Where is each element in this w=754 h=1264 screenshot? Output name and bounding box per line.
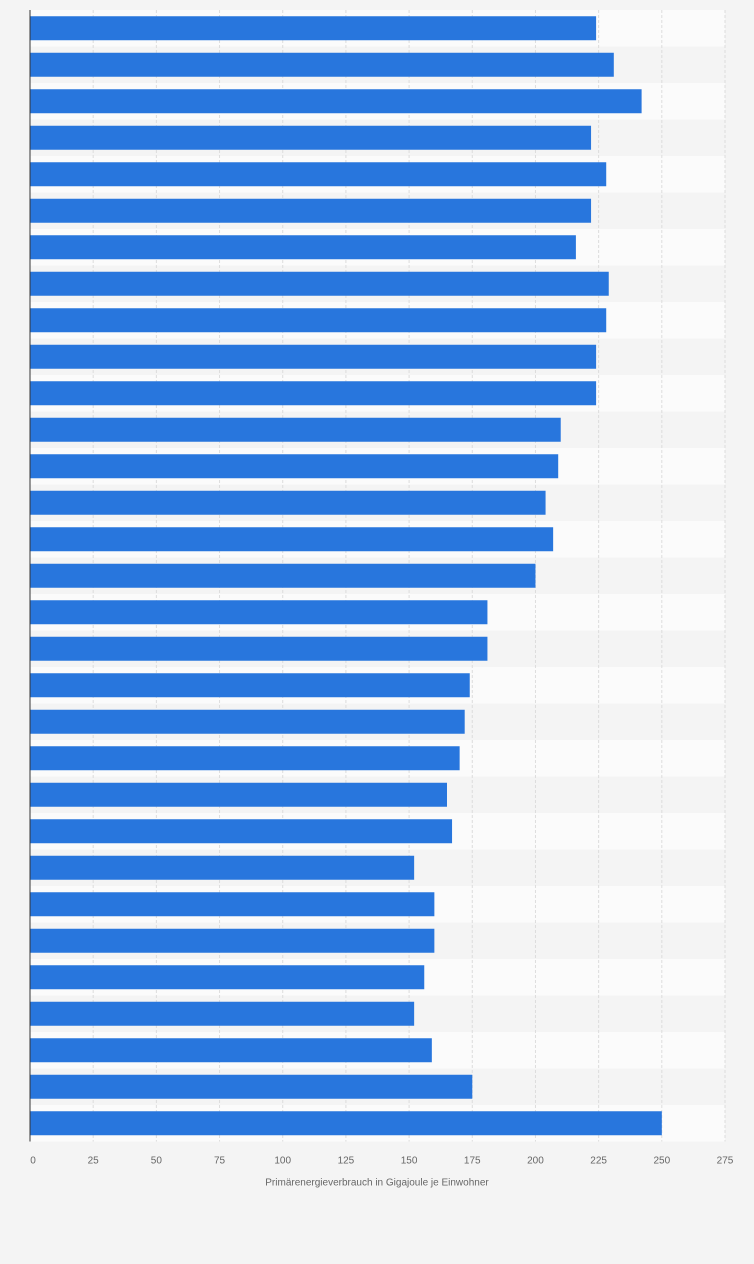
bar bbox=[30, 636, 488, 661]
bar bbox=[30, 490, 546, 515]
x-tick-label: 125 bbox=[338, 1156, 355, 1167]
bar bbox=[30, 928, 435, 953]
x-tick-label: 250 bbox=[653, 1156, 670, 1167]
bar bbox=[30, 162, 607, 187]
bar bbox=[30, 673, 470, 698]
x-tick-label: 25 bbox=[88, 1156, 100, 1167]
x-tick-label: 100 bbox=[274, 1156, 291, 1167]
bar bbox=[30, 454, 559, 479]
bar bbox=[30, 52, 614, 77]
bar bbox=[30, 563, 536, 588]
bar bbox=[30, 235, 576, 260]
bar bbox=[30, 89, 642, 114]
x-tick-label: 200 bbox=[527, 1156, 544, 1167]
bar bbox=[30, 271, 609, 296]
bar bbox=[30, 381, 597, 406]
bar bbox=[30, 600, 488, 625]
bar bbox=[30, 965, 425, 990]
bar bbox=[30, 16, 597, 41]
bar bbox=[30, 308, 607, 333]
bar bbox=[30, 1111, 662, 1136]
bar bbox=[30, 782, 447, 807]
x-tick-label: 0 bbox=[30, 1156, 36, 1167]
x-tick-label: 225 bbox=[590, 1156, 607, 1167]
x-tick-label: 175 bbox=[464, 1156, 481, 1167]
x-tick-label: 275 bbox=[717, 1156, 734, 1167]
bar bbox=[30, 344, 597, 369]
bar bbox=[30, 527, 554, 552]
bar bbox=[30, 1038, 432, 1063]
x-tick-label: 50 bbox=[151, 1156, 163, 1167]
x-tick-label: 150 bbox=[401, 1156, 418, 1167]
x-axis-title: Primärenergieverbrauch in Gigajoule je E… bbox=[265, 1178, 489, 1189]
bar bbox=[30, 1074, 473, 1099]
bar bbox=[30, 746, 460, 771]
bar bbox=[30, 198, 592, 223]
bar bbox=[30, 125, 592, 150]
x-tick-label: 75 bbox=[214, 1156, 226, 1167]
bar bbox=[30, 892, 435, 917]
bar bbox=[30, 417, 561, 442]
bar bbox=[30, 709, 465, 734]
bar bbox=[30, 819, 453, 844]
bar bbox=[30, 1001, 415, 1026]
x-axis-ticks: 0 25 50 75 100 125 150 175 200 225 250 275 bbox=[30, 1156, 734, 1167]
bars bbox=[30, 16, 662, 1136]
bar bbox=[30, 855, 415, 880]
